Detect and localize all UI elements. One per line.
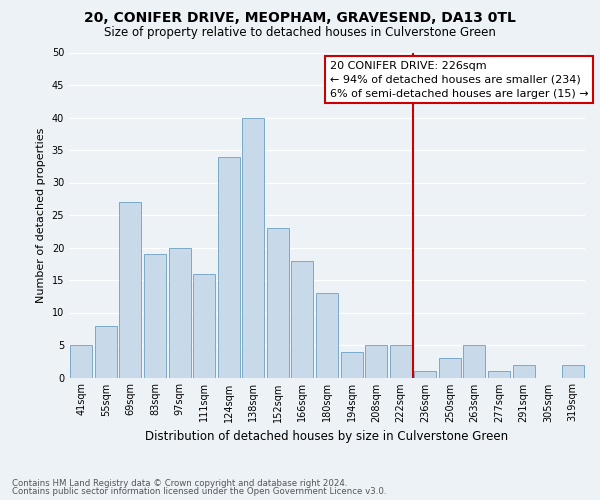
Bar (365, 345, 387, 378)
Bar (70, 345, 92, 378)
Bar (341, 352, 362, 378)
X-axis label: Distribution of detached houses by size in Culverstone Green: Distribution of detached houses by size … (145, 430, 509, 443)
Bar (144, 254, 166, 378)
Bar (242, 118, 265, 378)
Bar (267, 228, 289, 378)
Text: Size of property relative to detached houses in Culverstone Green: Size of property relative to detached ho… (104, 26, 496, 39)
Y-axis label: Number of detached properties: Number of detached properties (36, 128, 46, 302)
Bar (488, 371, 510, 378)
Bar (389, 345, 412, 378)
Bar (95, 326, 117, 378)
Bar (119, 202, 142, 378)
Bar (414, 371, 436, 378)
Bar (169, 248, 191, 378)
Bar (439, 358, 461, 378)
Bar (463, 345, 485, 378)
Text: 20 CONIFER DRIVE: 226sqm
← 94% of detached houses are smaller (234)
6% of semi-d: 20 CONIFER DRIVE: 226sqm ← 94% of detach… (329, 60, 588, 98)
Text: 20, CONIFER DRIVE, MEOPHAM, GRAVESEND, DA13 0TL: 20, CONIFER DRIVE, MEOPHAM, GRAVESEND, D… (84, 12, 516, 26)
Bar (193, 274, 215, 378)
Bar (562, 364, 584, 378)
Bar (316, 293, 338, 378)
Bar (218, 156, 240, 378)
Text: Contains HM Land Registry data © Crown copyright and database right 2024.: Contains HM Land Registry data © Crown c… (12, 478, 347, 488)
Bar (292, 260, 313, 378)
Text: Contains public sector information licensed under the Open Government Licence v3: Contains public sector information licen… (12, 487, 386, 496)
Bar (512, 364, 535, 378)
